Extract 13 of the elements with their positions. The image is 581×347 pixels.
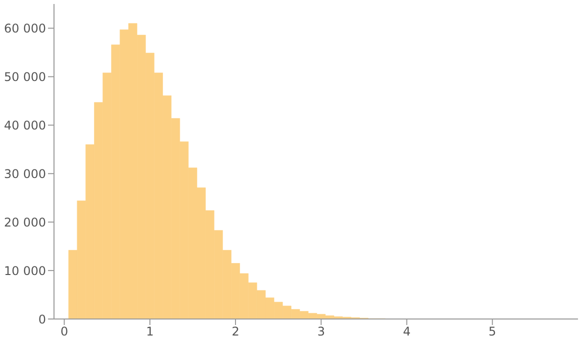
y-tick-label: 10 000 xyxy=(4,264,46,278)
x-tick-label: 0 xyxy=(60,324,68,339)
x-tick-label: 1 xyxy=(146,324,154,339)
y-tick-label: 20 000 xyxy=(4,215,46,230)
x-tick-label: 4 xyxy=(402,324,411,339)
y-tick-label: 30 000 xyxy=(4,166,46,181)
x-tick-label: 3 xyxy=(317,324,325,339)
y-tick-label: 60 000 xyxy=(4,21,46,36)
x-tick-label: 5 xyxy=(488,324,496,339)
y-tick-label: 0 xyxy=(38,312,46,326)
x-tick-label: 2 xyxy=(232,324,240,339)
y-tick-label: 50 000 xyxy=(4,70,46,84)
y-tick-label: 40 000 xyxy=(4,118,46,132)
